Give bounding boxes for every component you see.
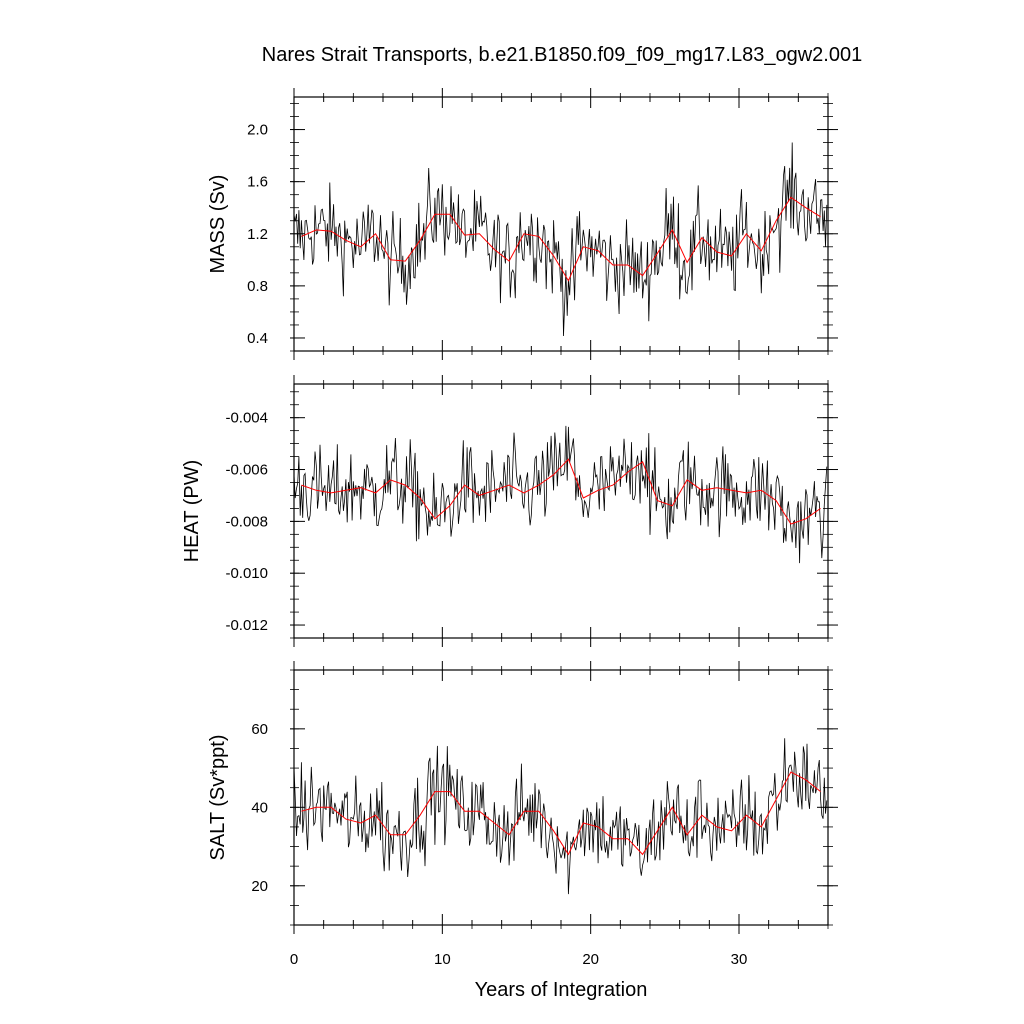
- y-tick-label: 1.2: [247, 226, 268, 243]
- annual-mean-series-mass: [301, 196, 821, 282]
- panel-salt: 20 40 60 0 10 20 30 SALT (Sv*ppt) Years of Integ…: [207, 661, 838, 1001]
- y-tick-label: -0.012: [225, 617, 268, 634]
- plot-frame: [293, 96, 829, 352]
- y-tick-label: -0.010: [225, 565, 268, 582]
- y-tick-label: -0.008: [225, 513, 268, 530]
- y-tick-label: -0.006: [225, 462, 268, 479]
- x-tick-label: 0: [290, 951, 298, 968]
- y-tick-label: 0.4: [247, 330, 268, 347]
- plot-frame: [293, 669, 829, 926]
- annual-mean-series-heat: [301, 458, 821, 525]
- monthly-series-heat: [294, 425, 828, 564]
- y-tick-label: 60: [251, 721, 268, 738]
- y-tick-label: -0.004: [225, 410, 268, 427]
- y-tick-label: 1.6: [247, 174, 268, 191]
- x-tick-label: 10: [434, 951, 451, 968]
- y-tick-label: 40: [251, 799, 268, 816]
- panel-heat: -0.012 -0.010 -0.008 -0.006 -0.004 HEAT (PW): [181, 375, 838, 647]
- y-axis-label: MASS (Sv): [207, 175, 229, 274]
- y-axis-label: SALT (Sv*ppt): [207, 735, 229, 861]
- y-axis-label: HEAT (PW): [181, 460, 203, 563]
- y-tick-label: 20: [251, 878, 268, 895]
- x-axis-label: Years of Integration: [475, 979, 648, 1001]
- y-tick-label: 2.0: [247, 122, 268, 139]
- chart-title: Nares Strait Transports, b.e21.B1850.f09…: [261, 44, 863, 66]
- x-tick-label: 20: [582, 951, 599, 968]
- y-tick-label: 0.8: [247, 278, 268, 295]
- panel-mass: 0.4 0.8 1.2 1.6 2.0 MASS (Sv): [207, 88, 838, 360]
- annual-mean-series-salt: [301, 771, 821, 856]
- x-tick-label: 30: [731, 951, 748, 968]
- monthly-series-mass: [294, 142, 828, 337]
